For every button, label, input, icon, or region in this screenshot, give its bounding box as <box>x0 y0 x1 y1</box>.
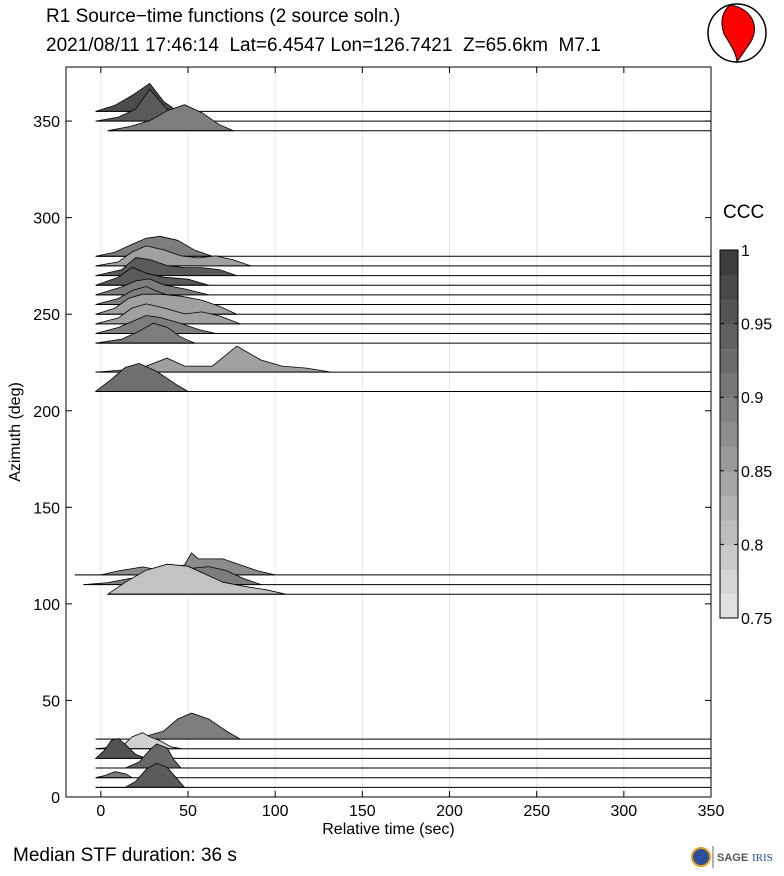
nsf-logo-icon <box>691 847 711 867</box>
y-tick-label: 0 <box>51 790 60 807</box>
stf-trace <box>95 322 711 344</box>
colorbar-swatch <box>720 348 738 374</box>
colorbar-tick-label: 0.85 <box>741 464 772 481</box>
colorbar-tick-label: 0.8 <box>741 537 763 554</box>
median-duration-label: Median STF duration: 36 s <box>13 845 237 866</box>
colorbar-label: CCC <box>723 202 764 223</box>
x-tick-label: 250 <box>523 803 550 820</box>
x-tick-label: 200 <box>436 803 463 820</box>
colorbar-swatch <box>720 446 738 472</box>
stf-fill <box>95 743 182 769</box>
colorbar-swatch <box>720 299 738 325</box>
stf-fill <box>107 104 234 132</box>
colorbar-swatch <box>720 568 738 594</box>
stf-fill <box>95 322 196 344</box>
colorbar-swatch <box>720 397 738 423</box>
y-tick-label: 350 <box>33 114 60 131</box>
colorbar-swatch <box>720 470 738 496</box>
colorbar-swatch <box>720 495 738 521</box>
x-tick-label: 300 <box>610 803 637 820</box>
colorbar-swatch <box>720 544 738 570</box>
y-tick-label: 250 <box>33 307 60 324</box>
x-tick-label: 50 <box>179 803 197 820</box>
stf-fill <box>95 762 186 788</box>
colorbar-swatch <box>720 250 738 276</box>
stf-fill <box>95 732 182 750</box>
colorbar-swatch <box>720 421 738 447</box>
sage-iris-logo: SAGE IRIS <box>690 843 782 871</box>
stf-fill <box>95 266 210 286</box>
stf-trace <box>95 235 711 257</box>
y-tick-label: 50 <box>42 693 60 710</box>
stf-trace <box>95 743 711 769</box>
chart-title: R1 Source−time functions (2 source soln.… <box>46 6 401 27</box>
colorbar-tick-label: 1 <box>741 243 750 260</box>
logo-text-iris: IRIS <box>752 852 773 864</box>
colorbar-swatch <box>720 593 738 619</box>
logo-text-sage: SAGE <box>717 852 748 864</box>
stf-fill <box>95 278 209 296</box>
x-tick-label: 100 <box>262 803 289 820</box>
y-tick-label: 100 <box>33 597 60 614</box>
stf-fill <box>95 235 213 257</box>
stf-trace <box>95 303 711 325</box>
colorbar-swatch <box>720 519 738 545</box>
chart-subtitle: 2021/08/11 17:46:14 Lat=6.4547 Lon=126.7… <box>46 35 601 56</box>
stf-trace <box>95 732 711 750</box>
plot-area: 0 50 100 150 200 250 300 350 0 50 100 150 200 250 300… <box>7 66 725 838</box>
x-tick-label: 0 <box>96 803 105 820</box>
y-axis-label: Azimuth (deg) <box>7 382 24 482</box>
stf-trace <box>107 104 711 132</box>
colorbar: CCC 0.75 0.8 0.85 0.9 0.95 1 <box>719 202 772 628</box>
stf-trace <box>94 362 711 392</box>
stf-trace <box>95 278 711 296</box>
colorbar-tick-label: 0.75 <box>741 611 772 628</box>
stf-fill <box>106 563 286 595</box>
stf-fill <box>95 303 241 325</box>
y-tick-label: 300 <box>33 211 60 228</box>
y-tick-label: 150 <box>33 500 60 517</box>
stf-trace <box>95 771 711 779</box>
colorbar-tick-label: 0.9 <box>741 390 763 407</box>
stf-fill <box>94 362 190 392</box>
stf-trace <box>95 266 711 286</box>
colorbar-swatch <box>720 372 738 398</box>
beachball-icon <box>707 3 767 64</box>
colorbar-swatch <box>720 274 738 300</box>
stf-fill <box>74 552 276 576</box>
colorbar-swatch <box>720 323 738 349</box>
x-tick-label: 350 <box>698 803 725 820</box>
colorbar-tick-label: 0.95 <box>741 317 772 334</box>
stf-trace <box>106 563 711 595</box>
x-tick-label: 150 <box>349 803 376 820</box>
stf-trace <box>95 762 711 788</box>
y-tick-label: 200 <box>33 404 60 421</box>
x-axis-label: Relative time (sec) <box>322 821 454 838</box>
